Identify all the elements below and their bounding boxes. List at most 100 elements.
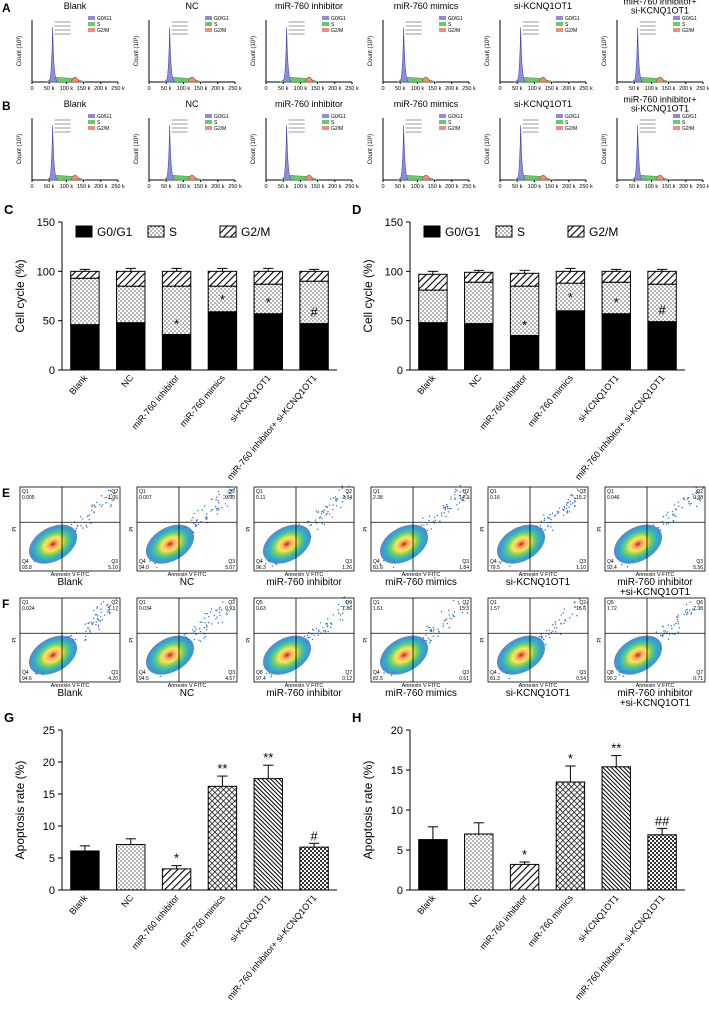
event-dot xyxy=(324,631,327,633)
x-tick-label: 50 k xyxy=(512,86,523,92)
plot-frame xyxy=(604,486,706,572)
x-tick-label: 0 xyxy=(498,86,501,92)
bar-segment xyxy=(464,323,494,371)
density-cloud xyxy=(496,635,546,675)
quadrant-value: 1.17 xyxy=(108,606,118,612)
event-dot xyxy=(446,506,448,508)
quadrant-label: Q4 xyxy=(607,559,614,565)
event-dot xyxy=(667,522,670,524)
event-dot xyxy=(456,489,458,492)
x-tick-label: 150 k xyxy=(545,184,559,190)
density-cloud xyxy=(28,635,78,675)
x-tick-label: 100 k xyxy=(411,86,425,92)
event-dot xyxy=(450,496,452,498)
event-dot xyxy=(95,613,98,616)
quadrant-label: Q8 xyxy=(607,670,614,676)
event-dot xyxy=(383,672,385,674)
quadrant-value: 97.4 xyxy=(256,676,266,682)
event-dot xyxy=(574,501,576,503)
event-dot xyxy=(443,511,445,514)
legend-swatch xyxy=(439,16,446,20)
plot-title: Blank xyxy=(57,688,83,699)
quadrant-value: 94.6 xyxy=(22,676,32,682)
event-dot xyxy=(193,522,195,525)
event-dot xyxy=(685,613,688,616)
event-dot xyxy=(226,610,228,612)
plot-title: miR-760 inhibitor xyxy=(266,688,342,699)
y-axis-label: Count (10³) xyxy=(368,134,374,164)
x-tick-label: 0 xyxy=(147,86,150,92)
quadrant-label: Q3 xyxy=(345,559,352,565)
event-dot xyxy=(687,497,689,499)
x-tick-label: 50 k xyxy=(395,184,406,190)
event-dot xyxy=(159,675,162,678)
event-dot xyxy=(337,603,340,606)
legend-label: S xyxy=(448,22,452,28)
event-dot xyxy=(466,612,469,614)
bar xyxy=(601,766,631,891)
event-dot xyxy=(98,628,100,630)
plot-title: miR-760 inhibitor xyxy=(275,99,343,109)
histogram-g2m xyxy=(304,174,314,181)
event-dot xyxy=(106,604,108,607)
y-axis-label: PI xyxy=(12,526,18,532)
x-tick-label: 200 k xyxy=(445,86,459,92)
event-dot xyxy=(336,498,339,500)
event-dot xyxy=(538,635,540,638)
density-cloud xyxy=(379,635,429,675)
event-dot xyxy=(92,511,95,513)
event-dot xyxy=(563,622,565,624)
x-tick-label: 150 k xyxy=(662,86,676,92)
legend-swatch xyxy=(673,22,680,26)
plot-title: miR-760 inhibitor xyxy=(275,1,343,11)
panel-letter: B xyxy=(2,99,11,113)
legend-label: G2/M xyxy=(448,28,460,34)
event-dot xyxy=(264,563,267,565)
event-dot xyxy=(569,500,572,503)
legend-swatch xyxy=(88,16,95,20)
event-dot xyxy=(454,488,457,491)
event-dot xyxy=(216,496,218,498)
histogram-g2m xyxy=(187,174,197,181)
density-cloud xyxy=(496,524,546,564)
event-dot xyxy=(444,506,447,508)
event-dot xyxy=(204,505,206,507)
event-dot xyxy=(88,514,91,516)
legend-swatch xyxy=(673,126,680,130)
x-tick-label: Blank xyxy=(415,372,437,396)
x-tick-label: 100 k xyxy=(294,184,308,190)
event-dot xyxy=(562,612,564,614)
y-tick-label: 100 xyxy=(385,266,403,278)
event-dot xyxy=(662,523,665,526)
event-dot xyxy=(335,505,338,507)
y-tick-label: 0 xyxy=(397,365,403,377)
histogram-g0g1 xyxy=(282,27,292,83)
significance-mark: ## xyxy=(655,813,670,828)
legend-label: G2/M xyxy=(214,126,226,132)
event-dot xyxy=(217,490,220,493)
error-bar xyxy=(519,269,530,274)
bar-segment xyxy=(601,270,631,283)
event-dot xyxy=(694,497,697,499)
event-dot xyxy=(573,606,575,608)
event-dot xyxy=(550,518,552,521)
event-dot xyxy=(446,622,449,625)
plot-title: si-KCNQ1OT1 xyxy=(506,577,571,588)
event-dot xyxy=(195,628,197,630)
event-dot xyxy=(437,628,439,630)
bar-segment xyxy=(555,270,586,284)
event-dot xyxy=(430,629,433,631)
quadrant-value: 1.86 xyxy=(342,606,352,612)
event-dot xyxy=(330,498,332,500)
event-dot xyxy=(451,618,453,620)
event-dot xyxy=(105,502,107,504)
error-bar xyxy=(308,842,320,848)
event-dot xyxy=(673,504,675,506)
event-dot xyxy=(309,524,311,527)
x-tick-label: si-KCNQ1OT1 xyxy=(228,893,273,944)
event-dot xyxy=(539,524,542,527)
x-tick-label: si-KCNQ1OT1 xyxy=(576,373,621,424)
x-tick-label: 200 k xyxy=(328,86,342,92)
event-dot xyxy=(197,523,200,526)
legend-swatch xyxy=(439,28,446,32)
